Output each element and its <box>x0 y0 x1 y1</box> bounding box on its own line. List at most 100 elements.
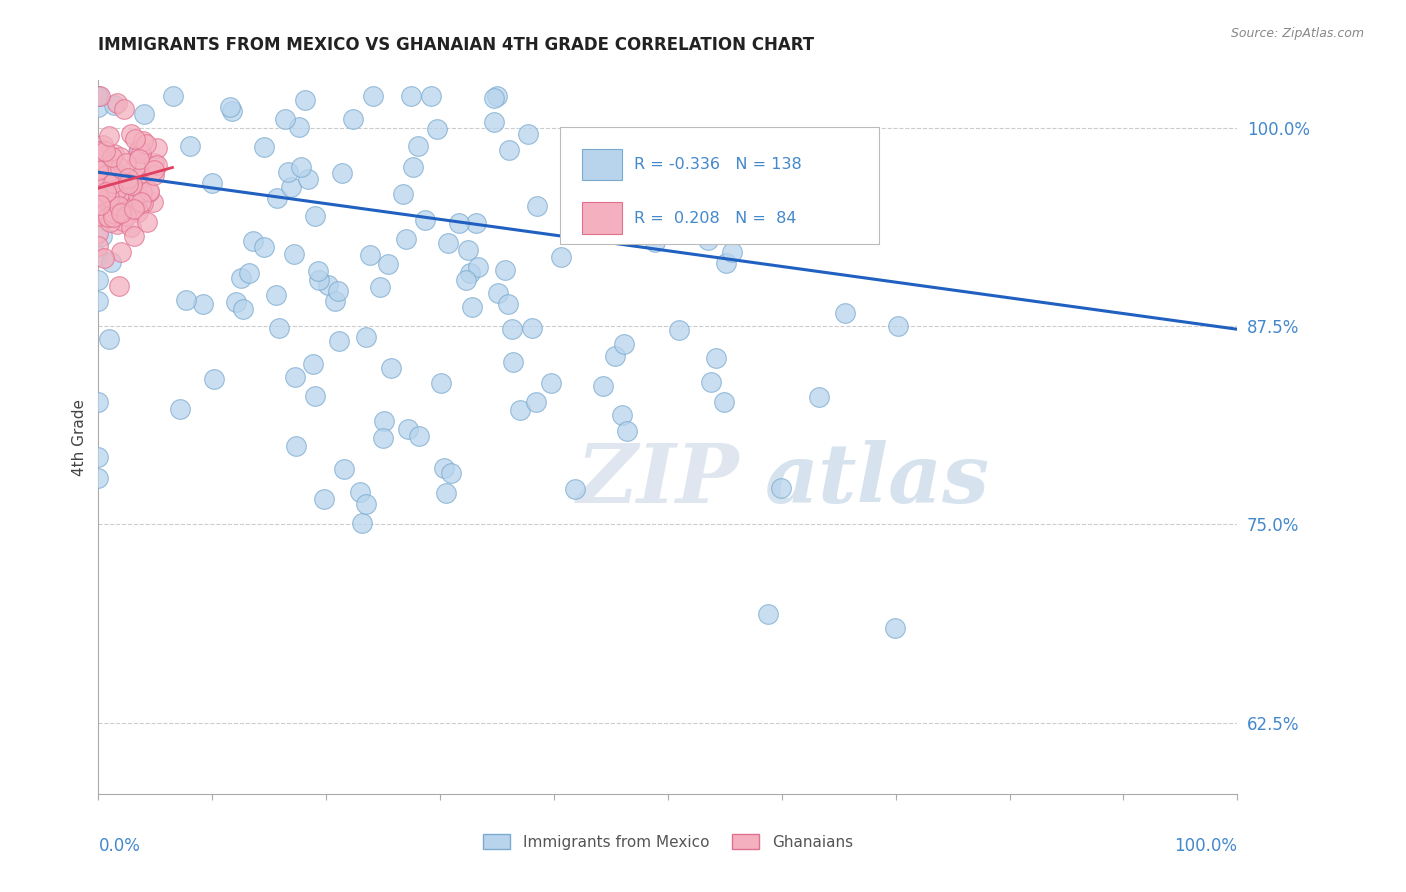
Point <box>121 178 143 192</box>
Point <box>136 215 159 229</box>
Point <box>486 89 509 103</box>
Point <box>87 471 110 485</box>
Point <box>91 229 114 244</box>
Point <box>330 165 353 179</box>
Point <box>704 351 727 366</box>
Point <box>564 482 586 496</box>
Point <box>509 403 531 417</box>
Point <box>162 89 184 103</box>
Point <box>127 187 149 202</box>
Point <box>253 240 276 254</box>
Legend: Immigrants from Mexico, Ghanaians: Immigrants from Mexico, Ghanaians <box>475 827 860 857</box>
Point <box>280 180 302 194</box>
Point <box>97 332 120 346</box>
Point <box>129 171 152 186</box>
Point <box>419 89 441 103</box>
Point <box>100 255 122 269</box>
Point <box>502 355 524 369</box>
Point <box>333 462 356 476</box>
Point <box>540 376 562 390</box>
Point <box>117 202 139 217</box>
Point <box>486 285 509 300</box>
Point <box>202 372 225 386</box>
Point <box>283 247 305 261</box>
Point <box>229 271 252 285</box>
Point <box>193 297 215 311</box>
Point <box>108 161 131 176</box>
Point <box>482 115 505 129</box>
Point <box>714 256 737 270</box>
Point <box>94 144 117 158</box>
Point <box>429 376 451 391</box>
Bar <box>582 149 623 180</box>
Point <box>371 431 394 445</box>
Point <box>98 215 121 229</box>
Point <box>304 389 326 403</box>
Text: IMMIGRANTS FROM MEXICO VS GHANAIAN 4TH GRADE CORRELATION CHART: IMMIGRANTS FROM MEXICO VS GHANAIAN 4TH G… <box>98 36 814 54</box>
Point <box>644 235 666 250</box>
Point <box>117 177 139 191</box>
Point <box>612 408 634 422</box>
Text: 0.0%: 0.0% <box>98 837 141 855</box>
Point <box>111 214 134 228</box>
Point <box>87 141 110 155</box>
Point <box>225 295 247 310</box>
Point <box>713 395 735 409</box>
Point <box>267 320 290 334</box>
Point <box>426 122 449 136</box>
Point <box>104 166 127 180</box>
Point <box>124 132 146 146</box>
Point <box>354 497 377 511</box>
Point <box>117 171 139 186</box>
Point <box>569 148 592 162</box>
Point <box>616 424 638 438</box>
Point <box>131 185 153 199</box>
Y-axis label: 4th Grade: 4th Grade <box>72 399 87 475</box>
Point <box>138 185 160 199</box>
Point <box>697 233 720 247</box>
Point <box>253 140 276 154</box>
Point <box>127 204 149 219</box>
Point <box>290 161 312 175</box>
Point <box>447 216 470 230</box>
Point <box>103 147 125 161</box>
Point <box>94 185 117 199</box>
Point <box>97 211 120 225</box>
Point <box>218 100 240 114</box>
Point <box>484 91 506 105</box>
Point <box>105 95 128 110</box>
Point <box>457 244 479 258</box>
Point <box>108 199 131 213</box>
Point <box>465 216 488 230</box>
Point <box>111 200 134 214</box>
Point <box>105 182 128 196</box>
Point <box>87 89 110 103</box>
Point <box>350 516 373 530</box>
Point <box>143 156 166 170</box>
Point <box>328 284 350 298</box>
Point <box>312 492 335 507</box>
Point <box>526 199 548 213</box>
Point <box>613 336 636 351</box>
Point <box>401 89 423 103</box>
Point <box>101 149 124 163</box>
Point <box>125 197 148 211</box>
Point <box>720 245 742 260</box>
Point <box>97 190 120 204</box>
Point <box>98 199 121 213</box>
Point <box>90 210 112 224</box>
Point <box>87 273 110 287</box>
Point <box>748 180 770 194</box>
Point <box>834 305 856 319</box>
Point <box>501 321 523 335</box>
Point <box>110 185 132 199</box>
Point <box>87 395 110 409</box>
Point <box>110 206 132 220</box>
Point <box>288 120 311 134</box>
Point <box>131 134 153 148</box>
Point <box>87 144 110 158</box>
Point <box>392 186 415 201</box>
Point <box>115 209 138 223</box>
Point <box>87 173 110 187</box>
Point <box>122 191 145 205</box>
